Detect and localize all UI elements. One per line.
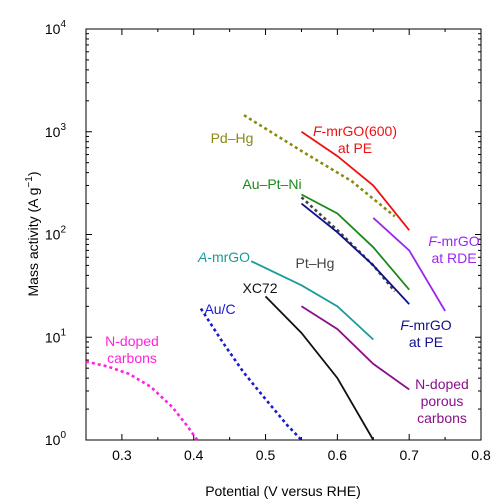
series-label-a-mrgo: A-mrGO (197, 249, 250, 265)
series-label-n-doped-porous: N-doped porous carbons (415, 376, 469, 426)
series-line-au-c (199, 307, 303, 441)
y-axis-title-main: Mass activity (A g (25, 188, 41, 297)
series-line-f-mrgo-rde (372, 217, 446, 312)
y-tick-label: 102 (45, 225, 67, 243)
series-label-au-c: Au/C (204, 301, 235, 317)
x-tick-label: 0.5 (256, 447, 276, 463)
series-label-f-mrgo-600: F-mrGO(600) at PE (313, 123, 397, 156)
series-label-pt-hg: Pt–Hg (296, 255, 335, 271)
series-label-pd-hg: Pd–Hg (211, 130, 254, 146)
series-line-pd-hg (243, 114, 396, 218)
x-tick-label: 0.7 (399, 447, 419, 463)
series-line-xc72 (264, 295, 375, 441)
series-line-n-doped-porous (301, 305, 410, 391)
y-tick-label: 101 (45, 327, 67, 345)
series-lines (85, 114, 446, 441)
series-line-n-doped-carbons (85, 360, 199, 441)
axis-ticks: 0.3 0.4 0.5 0.6 0.7 0.8 100 101 102 103 104 (45, 19, 491, 463)
series-labels: N-doped carbons Au/C XC72 A-mrGO Pt–Hg Pd–Hg Au… (105, 123, 480, 426)
series-line-a-mrgo (250, 260, 374, 341)
series-line-pt-hg (300, 196, 396, 293)
y-tick-label: 103 (45, 122, 67, 140)
series-label-n-doped-carbons: N-doped carbons (105, 333, 159, 366)
y-tick-label: 104 (45, 19, 67, 37)
series-label-f-mrgo-pe: F-mrGO at PE (400, 317, 451, 350)
x-tick-label: 0.8 (471, 447, 491, 463)
series-line-f-mrgo-600 (300, 131, 410, 231)
x-tick-label: 0.3 (112, 447, 132, 463)
series-line-au-pt-ni (301, 193, 410, 291)
y-axis-title-close: ) (25, 172, 41, 177)
series-label-xc72: XC72 (242, 280, 277, 296)
series-line-f-mrgo-pe (300, 202, 410, 305)
x-tick-label: 0.4 (184, 447, 204, 463)
x-tick-label: 0.6 (328, 447, 348, 463)
series-label-au-pt-ni: Au–Pt–Ni (242, 176, 301, 192)
y-tick-label: 100 (45, 430, 67, 448)
y-axis-title-sup: −1 (24, 176, 35, 188)
y-axis-title: Mass activity (A g−1) (24, 172, 41, 297)
x-axis-title: Potential (V versus RHE) (205, 483, 361, 499)
series-label-f-mrgo-rde: F-mrGO at RDE (428, 233, 479, 266)
